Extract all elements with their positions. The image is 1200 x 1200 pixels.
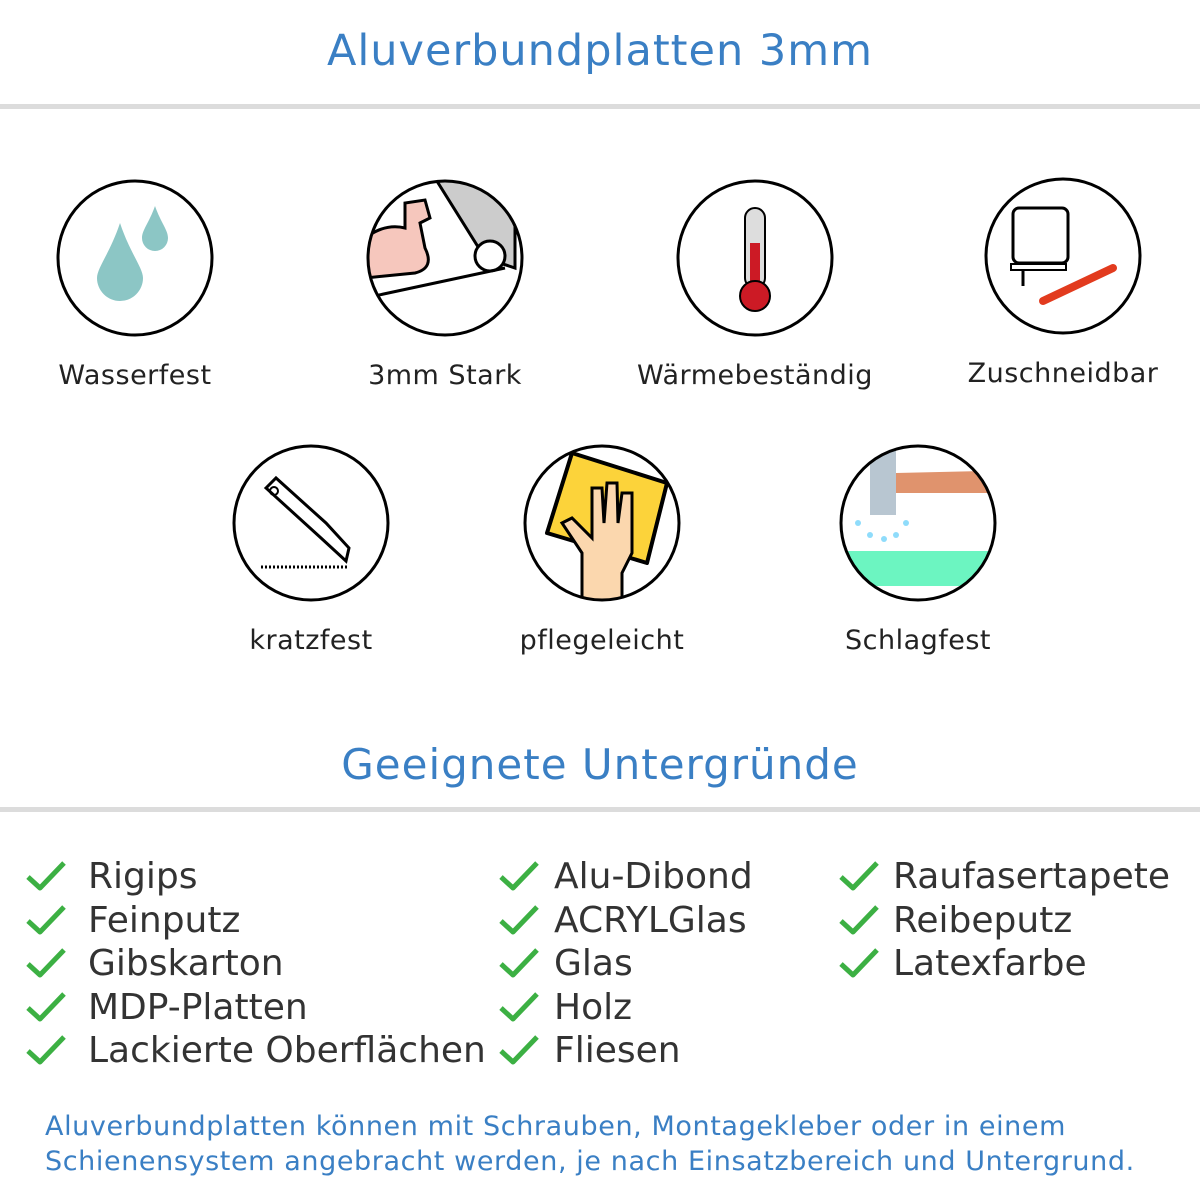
- feature-schlagfest: Schlagfest: [768, 443, 1068, 656]
- feature-label: Zuschneidbar: [967, 358, 1159, 389]
- surface-label: ACRYLGlas: [554, 899, 747, 941]
- checkmark-icon: [26, 861, 66, 891]
- feature-waermebestaendig: Wärmebeständig: [605, 178, 905, 391]
- checkmark-icon: [26, 948, 66, 978]
- hammer-icon: [839, 444, 997, 602]
- cleaning-hand-icon: [523, 444, 681, 602]
- footer-line-1: Aluverbundplatten können mit Schrauben, …: [45, 1111, 1066, 1142]
- surface-label: Alu-Dibond: [554, 856, 753, 897]
- surface-label: Holz: [554, 986, 632, 1028]
- surface-label: Latexfarbe: [893, 943, 1087, 984]
- surface-label: Raufasertapete: [893, 856, 1170, 897]
- feature-label: pflegeleicht: [519, 625, 685, 656]
- surface-label: Rigips: [88, 856, 198, 897]
- water-drops-icon: [56, 179, 214, 337]
- divider: [0, 807, 1200, 812]
- strong-arm-icon: [366, 179, 524, 337]
- checkmark-icon: [839, 948, 879, 978]
- feature-pflegeleicht: pflegeleicht: [452, 443, 752, 656]
- checkmark-icon: [499, 904, 539, 934]
- feature-label: 3mm Stark: [368, 360, 522, 391]
- page-title: Aluverbundplatten 3mm: [326, 26, 874, 76]
- surface-label: Lackierte Oberflächen: [88, 1030, 486, 1071]
- surface-label: Glas: [554, 943, 633, 984]
- surfaces-title: Geeignete Untergründe: [341, 740, 859, 789]
- checkmark-icon: [26, 904, 66, 934]
- jigsaw-cutter-icon: [984, 177, 1142, 335]
- footer-line-2: Schienensystem angebracht werden, je nac…: [45, 1146, 1135, 1177]
- checkmark-icon: [499, 991, 539, 1021]
- checkmark-icon: [499, 948, 539, 978]
- surface-label: MDP-Platten: [88, 986, 308, 1028]
- feature-zuschneidbar: Zuschneidbar: [913, 176, 1200, 389]
- feature-wasserfest: Wasserfest: [0, 178, 285, 391]
- feature-label: Wasserfest: [58, 360, 212, 391]
- surface-label: Feinputz: [88, 899, 241, 941]
- checkmark-icon: [26, 991, 66, 1021]
- thermometer-icon: [676, 179, 834, 337]
- feature-label: Schlagfest: [844, 625, 992, 656]
- feature-label: kratzfest: [249, 625, 373, 656]
- surface-label: Gibskarton: [88, 943, 284, 984]
- feature-3mm-stark: 3mm Stark: [295, 178, 595, 391]
- surface-label: Fliesen: [554, 1030, 681, 1071]
- divider: [0, 104, 1200, 109]
- checkmark-icon: [839, 861, 879, 891]
- checkmark-icon: [499, 861, 539, 891]
- feature-kratzfest: kratzfest: [161, 443, 461, 656]
- checkmark-icon: [839, 904, 879, 934]
- checkmark-icon: [26, 1035, 66, 1065]
- feature-label: Wärmebeständig: [637, 360, 873, 391]
- surface-label: Reibeputz: [893, 899, 1073, 941]
- utility-knife-icon: [232, 444, 390, 602]
- checkmark-icon: [499, 1035, 539, 1065]
